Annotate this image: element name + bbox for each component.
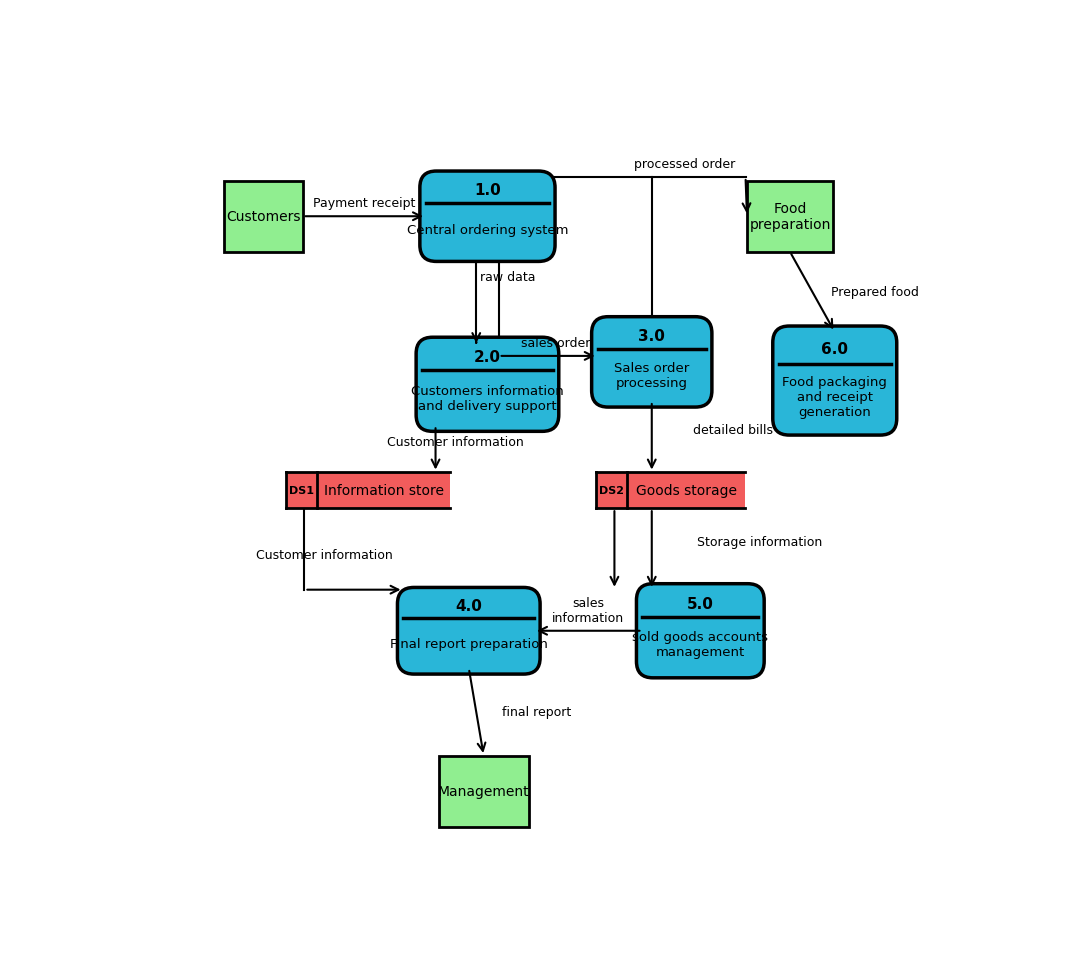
Text: sales order: sales order [521, 336, 590, 350]
Text: raw data: raw data [479, 271, 535, 284]
Text: 2.0: 2.0 [474, 350, 501, 365]
Bar [317, 473, 450, 509]
Text: Customer information: Customer information [387, 435, 524, 449]
Bar [439, 756, 529, 827]
Bar [747, 181, 833, 253]
Text: Management: Management [438, 785, 530, 798]
Text: Customers information
and delivery support: Customers information and delivery suppo… [411, 385, 563, 413]
FancyBboxPatch shape [416, 338, 559, 432]
FancyBboxPatch shape [773, 327, 897, 436]
Text: detailed bills: detailed bills [693, 423, 773, 436]
Bar [225, 181, 302, 253]
Text: Customers: Customers [226, 210, 301, 224]
Text: DS1: DS1 [289, 485, 314, 496]
Text: Goods storage: Goods storage [635, 484, 736, 498]
Text: 5.0: 5.0 [687, 596, 714, 611]
Text: Central ordering system: Central ordering system [406, 224, 569, 236]
Bar [596, 473, 627, 509]
FancyBboxPatch shape [398, 588, 540, 674]
FancyBboxPatch shape [636, 584, 764, 678]
Text: DS2: DS2 [599, 485, 624, 496]
Text: 3.0: 3.0 [639, 328, 665, 344]
Text: Sales order
processing: Sales order processing [614, 361, 689, 390]
Text: Food
preparation: Food preparation [749, 202, 831, 233]
FancyBboxPatch shape [591, 318, 712, 408]
Text: 4.0: 4.0 [456, 599, 483, 613]
Bar [627, 473, 745, 509]
Text: Information store: Information store [324, 484, 444, 498]
Text: 6.0: 6.0 [821, 341, 848, 357]
Bar [286, 473, 317, 509]
Text: Prepared food: Prepared food [831, 286, 919, 299]
Text: Final report preparation: Final report preparation [390, 637, 548, 650]
Text: Food packaging
and receipt
generation: Food packaging and receipt generation [783, 376, 887, 419]
Text: sales
information: sales information [553, 596, 625, 624]
Text: Payment receipt: Payment receipt [313, 197, 415, 210]
Text: Storage information: Storage information [697, 536, 821, 548]
Text: Customer information: Customer information [256, 548, 392, 561]
Text: 1.0: 1.0 [474, 183, 501, 199]
FancyBboxPatch shape [420, 172, 555, 263]
Text: sold goods accounts
management: sold goods accounts management [632, 631, 769, 659]
Text: final report: final report [502, 705, 572, 719]
Text: processed order: processed order [634, 158, 735, 171]
